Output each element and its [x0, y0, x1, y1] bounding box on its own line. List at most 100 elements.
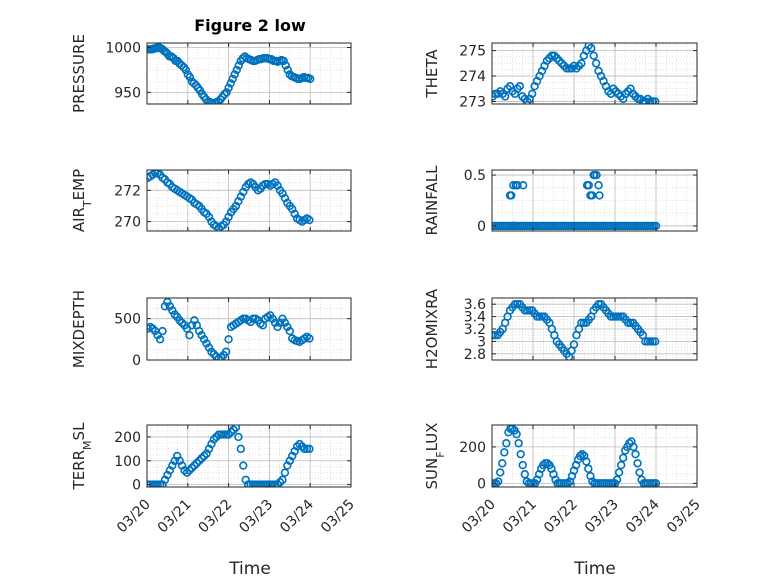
data-point — [500, 92, 510, 101]
data-point — [229, 425, 238, 434]
data-point — [202, 339, 211, 348]
data-point — [520, 470, 529, 479]
y-tick-label: 3.2 — [464, 322, 486, 338]
y-tick-label: 0 — [132, 353, 141, 369]
data-point — [295, 439, 304, 449]
data-point — [270, 318, 280, 327]
data-point — [618, 453, 628, 463]
data-point — [209, 435, 219, 444]
data-point — [155, 335, 165, 344]
data-point — [278, 475, 287, 485]
data-point — [507, 191, 516, 200]
x-axis-label-left: Time — [228, 559, 271, 579]
data-point — [160, 302, 170, 311]
panel-air-temp: 270 272 AIRTEMP — [70, 169, 352, 232]
data-point — [515, 82, 525, 91]
data-point — [197, 331, 206, 340]
data-point — [220, 89, 229, 99]
data-point — [165, 302, 175, 311]
data-point — [306, 74, 315, 84]
data-point — [516, 449, 525, 459]
y-tick-label: 200 — [114, 430, 141, 446]
data-point — [305, 334, 314, 343]
data-point — [512, 429, 521, 439]
data-point — [584, 181, 593, 190]
y-axis-label-h2omixra: H2OMIXRA — [423, 288, 441, 369]
data-point — [204, 343, 214, 352]
y-tick-label: 3.4 — [464, 310, 486, 326]
y-tick-label: 0 — [477, 476, 486, 492]
data-point — [217, 353, 226, 360]
data-point — [631, 449, 640, 459]
data-point — [514, 439, 523, 448]
data-point — [224, 430, 233, 439]
data-point — [614, 468, 624, 477]
data-point — [616, 460, 626, 470]
data-point — [153, 331, 162, 340]
data-point — [214, 97, 223, 104]
data-point — [629, 442, 638, 452]
data-point — [493, 477, 503, 486]
data-point — [591, 59, 601, 68]
data-point — [577, 59, 586, 68]
panel-rainfall: 0 0.5 RAINFALL — [423, 165, 698, 235]
axes-box-theta — [491, 42, 698, 105]
data-point — [239, 461, 248, 470]
data-point — [163, 298, 172, 307]
y-tick-label: 3 — [477, 334, 486, 350]
data-point — [569, 340, 579, 349]
data-point — [285, 326, 294, 336]
data-point — [305, 444, 314, 454]
y-axis-label-mixdepth: MIXDEPTH — [70, 290, 88, 368]
data-point — [278, 314, 287, 323]
data-point — [273, 322, 282, 332]
panel-pressure: 950 1000 PRESSURE — [70, 34, 352, 113]
data-point — [292, 442, 302, 451]
data-point — [273, 480, 282, 487]
data-point — [268, 314, 277, 323]
y-axis-label-theta: THETA — [423, 49, 441, 99]
data-point — [234, 61, 244, 70]
data-point — [230, 70, 239, 79]
data-point — [283, 65, 292, 75]
y-tick-label: 274 — [459, 69, 486, 85]
y-tick-label: 500 — [114, 312, 141, 328]
y-tick-label: 1000 — [105, 40, 141, 56]
data-point — [275, 318, 285, 327]
y-axis-label-terr-msl: TERRMSL — [70, 422, 94, 491]
data-point — [197, 454, 206, 463]
series-h2omixra — [492, 300, 660, 360]
data-point — [279, 56, 288, 66]
y-tick-label: 0 — [477, 219, 486, 235]
data-point — [231, 425, 241, 432]
data-point — [170, 310, 179, 319]
data-point — [180, 466, 189, 475]
data-point — [199, 335, 209, 344]
x-axis-label-right: Time — [573, 559, 616, 579]
panel-h2omixra: 2.833.23.43.6 H2OMIXRA — [423, 288, 698, 369]
data-point — [181, 65, 190, 75]
data-point — [209, 350, 219, 359]
data-point — [185, 331, 194, 340]
data-point — [280, 318, 290, 327]
data-point — [582, 457, 591, 466]
data-point — [187, 463, 197, 473]
series-air-temp — [147, 170, 314, 231]
y-axis-label-sun-flux: SUNFLUX — [423, 423, 447, 490]
y-tick-label: 273 — [459, 94, 486, 110]
data-point — [207, 347, 216, 356]
axes-box-air-temp — [146, 169, 352, 232]
data-point — [612, 475, 622, 484]
data-point — [192, 458, 201, 468]
data-point — [592, 170, 601, 180]
data-point — [650, 337, 660, 346]
data-point — [234, 432, 243, 442]
y-tick-label: 950 — [114, 85, 141, 101]
data-point — [275, 478, 285, 487]
y-tick-label: 2.8 — [464, 347, 486, 363]
y-tick-label: 100 — [114, 454, 141, 470]
data-point — [195, 456, 204, 465]
data-point — [305, 215, 314, 225]
data-point — [283, 322, 292, 332]
